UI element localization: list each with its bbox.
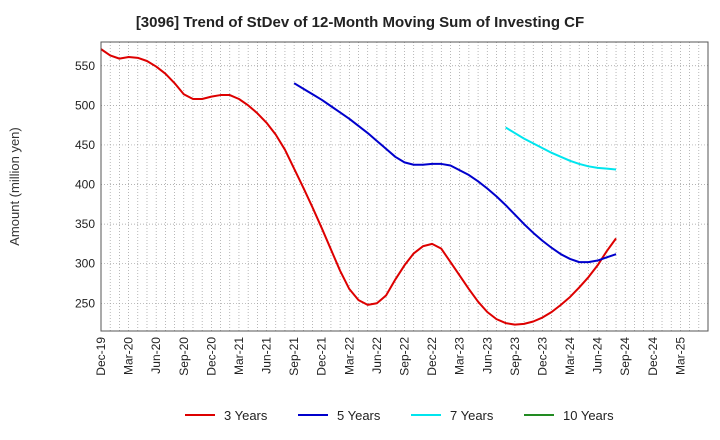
x-tick-label: Dec-21: [315, 337, 329, 376]
x-tick-label: Sep-20: [177, 337, 191, 376]
legend-label-3-years: 3 Years: [224, 408, 268, 423]
y-tick-labels: 250 300 350 400 450 500 550: [75, 59, 95, 311]
y-tick-label: 300: [75, 257, 95, 271]
series-line-7-years: [505, 126, 617, 171]
x-tick-label: Mar-24: [563, 337, 577, 375]
chart-title: [3096] Trend of StDev of 12-Month Moving…: [135, 14, 585, 31]
x-tick-label: Sep-23: [508, 337, 522, 376]
x-tick-label: Sep-21: [287, 337, 301, 376]
y-tick-label: 450: [75, 138, 95, 152]
x-tick-label: Dec-19: [94, 337, 108, 376]
y-tick-label: 400: [75, 178, 95, 192]
y-axis-label: Amount (million yen): [7, 127, 22, 246]
x-tick-label: Dec-20: [204, 337, 218, 376]
series-layer: [100, 48, 617, 326]
x-tick-label: Jun-23: [480, 337, 494, 374]
x-tick-label: Mar-25: [673, 337, 687, 375]
series-line-5-years: [293, 82, 617, 264]
x-tick-label: Mar-21: [232, 337, 246, 375]
x-tick-label: Jun-21: [260, 337, 274, 374]
x-tick-label: Dec-24: [646, 337, 660, 376]
x-tick-label: Jun-20: [149, 337, 163, 374]
legend-label-5-years: 5 Years: [337, 408, 381, 423]
y-tick-label: 500: [75, 98, 95, 112]
x-tick-labels: Dec-19 Mar-20 Jun-20 Sep-20 Dec-20 Mar-21 Jun-…: [94, 337, 687, 376]
plot-frame: [100, 41, 709, 332]
y-tick-label: 250: [75, 296, 95, 310]
x-tick-label: Sep-24: [618, 337, 632, 376]
x-tick-label: Jun-22: [370, 337, 384, 374]
x-tick-label: Dec-22: [425, 337, 439, 376]
x-tick-label: Sep-22: [398, 337, 412, 376]
x-tick-label: Dec-23: [535, 337, 549, 376]
axes: [100, 41, 709, 332]
y-tick-label: 550: [75, 59, 95, 73]
y-tick-label: 350: [75, 217, 95, 231]
x-tick-label: Mar-22: [342, 337, 356, 375]
legend-label-10-years: 10 Years: [563, 408, 614, 423]
x-tick-label: Jun-24: [591, 337, 605, 374]
series-line-3-years: [100, 48, 617, 326]
x-tick-label: Mar-23: [453, 337, 467, 375]
legend-label-7-years: 7 Years: [450, 408, 494, 423]
x-tick-label: Mar-20: [122, 337, 136, 375]
legend: 3 Years 5 Years 7 Years 10 Years: [185, 408, 614, 423]
